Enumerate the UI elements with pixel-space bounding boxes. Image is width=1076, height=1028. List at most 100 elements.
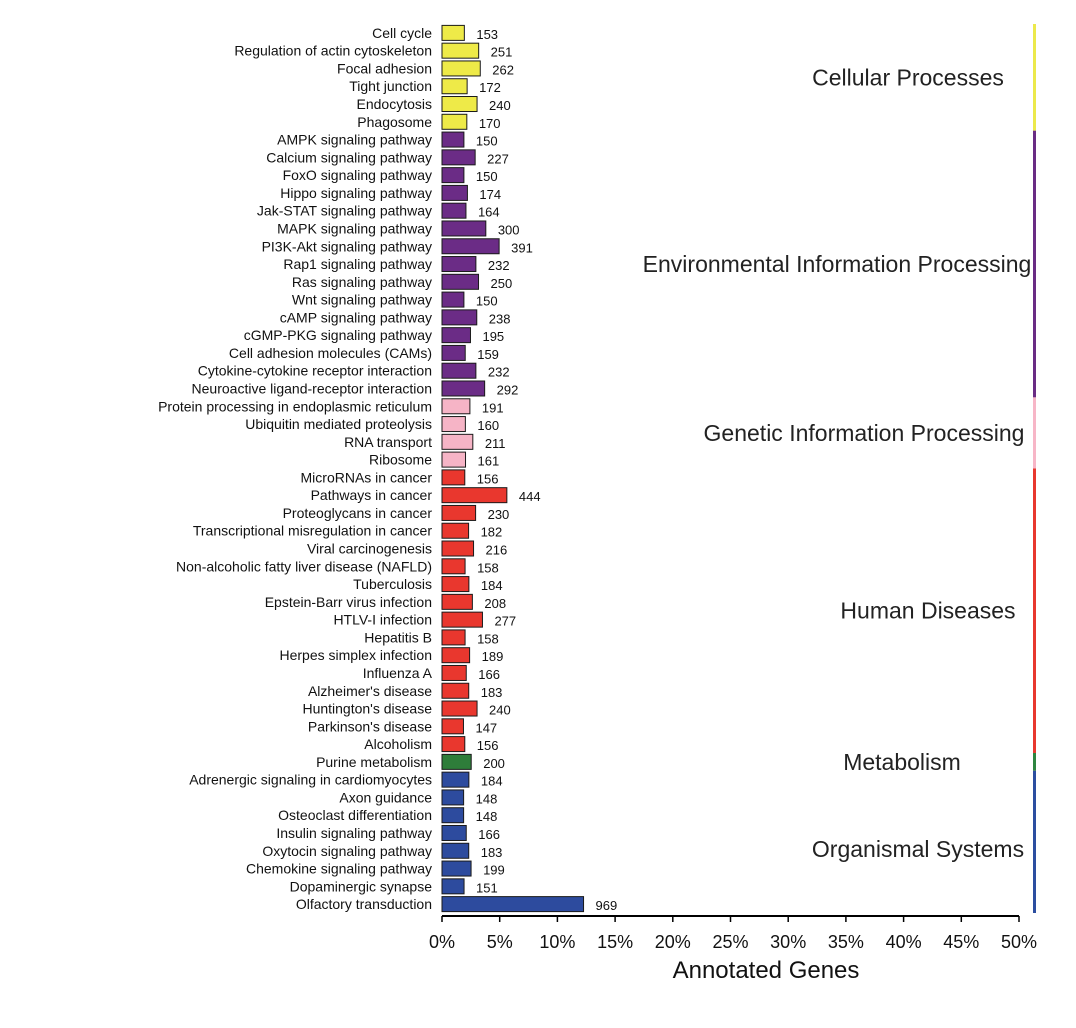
category-label: Alzheimer's disease bbox=[308, 683, 432, 699]
bar bbox=[441, 789, 465, 806]
value-label: 148 bbox=[476, 809, 498, 824]
value-label: 147 bbox=[475, 720, 497, 735]
value-label: 262 bbox=[492, 62, 514, 77]
x-tick-label: 25% bbox=[712, 932, 748, 952]
category-label: MicroRNAs in cancer bbox=[301, 469, 433, 485]
bar bbox=[441, 380, 486, 397]
x-tick-label: 20% bbox=[655, 932, 691, 952]
bar bbox=[441, 42, 480, 59]
bar bbox=[441, 736, 466, 753]
bar bbox=[441, 398, 471, 415]
bar bbox=[441, 593, 473, 610]
bar bbox=[441, 291, 465, 308]
category-label: Ras signaling pathway bbox=[292, 274, 432, 290]
bar bbox=[441, 149, 476, 166]
bar bbox=[441, 700, 478, 717]
bar bbox=[441, 718, 464, 735]
group-label: Metabolism bbox=[843, 749, 961, 775]
value-label: 238 bbox=[489, 311, 511, 326]
value-label: 150 bbox=[476, 294, 498, 309]
category-label: Wnt signaling pathway bbox=[292, 292, 432, 308]
value-label: 240 bbox=[489, 703, 511, 718]
value-label: 251 bbox=[491, 45, 513, 60]
bar bbox=[441, 522, 470, 539]
bar bbox=[441, 611, 483, 628]
bar bbox=[441, 24, 465, 41]
category-label: Influenza A bbox=[363, 665, 433, 681]
category-label: Focal adhesion bbox=[337, 60, 432, 76]
group-label: Organismal Systems bbox=[812, 836, 1024, 862]
category-label: FoxO signaling pathway bbox=[283, 167, 432, 183]
value-label: 184 bbox=[481, 774, 503, 789]
group-label: Human Diseases bbox=[840, 598, 1015, 624]
category-label: Chemokine signaling pathway bbox=[246, 861, 432, 877]
category-label: Cell adhesion molecules (CAMs) bbox=[229, 345, 432, 361]
value-label: 158 bbox=[477, 631, 499, 646]
group-bracket bbox=[1033, 752, 1036, 771]
category-label: cGMP-PKG signaling pathway bbox=[244, 327, 432, 343]
category-label: Transcriptional misregulation in cancer bbox=[193, 523, 432, 539]
bar bbox=[441, 469, 466, 486]
bar bbox=[441, 860, 472, 877]
x-tick-label: 50% bbox=[1001, 932, 1037, 952]
bar bbox=[441, 807, 465, 824]
value-label: 191 bbox=[482, 400, 504, 415]
value-label: 199 bbox=[483, 863, 505, 878]
bar bbox=[441, 113, 468, 130]
value-label: 156 bbox=[477, 471, 499, 486]
value-label: 189 bbox=[482, 649, 504, 664]
group-bracket bbox=[1033, 130, 1036, 398]
category-label: HTLV-I infection bbox=[333, 612, 432, 628]
value-label: 153 bbox=[476, 27, 498, 42]
value-label: 156 bbox=[477, 738, 499, 753]
x-tick-label: 35% bbox=[828, 932, 864, 952]
value-label: 208 bbox=[484, 596, 506, 611]
bar bbox=[441, 273, 480, 290]
value-label: 292 bbox=[497, 382, 519, 397]
value-label: 232 bbox=[488, 258, 510, 273]
x-axis: 0% 5% 10% 15% 20% 25% 30% 35% 40% 45% 50% bbox=[429, 915, 1037, 952]
category-label: Viral carcinogenesis bbox=[307, 541, 432, 557]
bar bbox=[441, 60, 481, 77]
value-label: 200 bbox=[483, 756, 505, 771]
category-label: Alcoholism bbox=[364, 736, 432, 752]
value-label: 174 bbox=[479, 187, 501, 202]
value-label: 277 bbox=[494, 614, 516, 629]
category-label: Phagosome bbox=[357, 114, 432, 130]
category-label: Cytokine-cytokine receptor interaction bbox=[198, 363, 432, 379]
bar bbox=[441, 629, 466, 646]
group-label: Cellular Processes bbox=[812, 64, 1004, 90]
bar bbox=[441, 487, 508, 504]
bar bbox=[441, 504, 477, 521]
value-label: 300 bbox=[498, 222, 520, 237]
x-tick-label: 10% bbox=[539, 932, 575, 952]
bar bbox=[441, 327, 471, 344]
bar bbox=[441, 309, 478, 326]
category-label: MAPK signaling pathway bbox=[277, 220, 432, 236]
category-label: Hepatitis B bbox=[364, 629, 432, 645]
value-label: 444 bbox=[519, 489, 541, 504]
bar bbox=[441, 238, 500, 255]
bar bbox=[441, 78, 468, 95]
value-label: 969 bbox=[596, 898, 618, 913]
group-bracket bbox=[1033, 770, 1036, 913]
category-label: Insulin signaling pathway bbox=[276, 825, 432, 841]
bar bbox=[441, 558, 466, 575]
value-label: 183 bbox=[481, 845, 503, 860]
value-label: 216 bbox=[486, 543, 508, 558]
category-label: Jak-STAT signaling pathway bbox=[257, 203, 432, 219]
x-axis-title: Annotated Genes bbox=[673, 957, 860, 984]
value-label: 170 bbox=[479, 116, 501, 131]
category-label: Ribosome bbox=[369, 452, 432, 468]
category-label: Purine metabolism bbox=[316, 754, 432, 770]
bar bbox=[441, 220, 487, 237]
x-tick-label: 30% bbox=[770, 932, 806, 952]
bar bbox=[441, 167, 465, 184]
category-label: Neuroactive ligand-receptor interaction bbox=[192, 380, 432, 396]
group-label: Genetic Information Processing bbox=[704, 420, 1025, 446]
value-label: 211 bbox=[485, 436, 506, 451]
value-label: 160 bbox=[477, 418, 499, 433]
bar bbox=[441, 131, 465, 148]
value-label: 166 bbox=[478, 827, 500, 842]
